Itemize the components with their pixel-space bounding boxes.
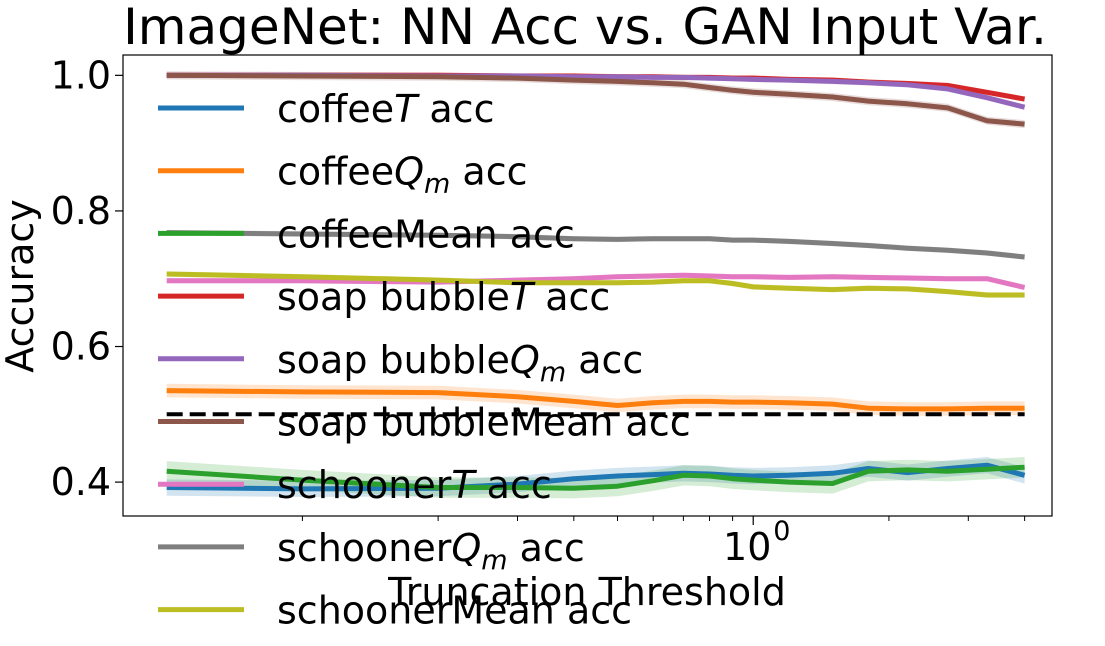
- legend-item-6: schoonerT acc: [158, 463, 552, 507]
- legend-label: schoonerMean acc: [277, 589, 632, 633]
- y-tick-label: 0.6: [51, 325, 111, 369]
- legend-item-5: soap bubbleMean acc: [158, 401, 691, 445]
- legend-label: schoonerT acc: [277, 463, 552, 507]
- legend-label: schoonerQm acc: [277, 526, 585, 576]
- legend-item-2: coffeeMean acc: [158, 212, 575, 256]
- legend-label: soap bubbleT acc: [277, 275, 610, 319]
- legend-item-3: soap bubbleT acc: [158, 275, 610, 319]
- chart-title: ImageNet: NN Acc vs. GAN Input Var.: [123, 0, 1047, 56]
- x-tick-label: 10: [723, 525, 771, 569]
- y-tick-label: 0.8: [51, 189, 111, 233]
- legend-label: coffeeMean acc: [277, 212, 575, 256]
- y-tick-label: 0.4: [51, 460, 111, 504]
- series-line-8: [166, 271, 1025, 298]
- plot-area-frame: [122, 54, 1053, 517]
- x-tick-exponent: 0: [773, 516, 790, 547]
- legend-item-7: schoonerQm acc: [158, 526, 585, 576]
- series-line-5: [166, 72, 1025, 127]
- legend-label: soap bubbleQm acc: [277, 338, 643, 388]
- legend-label: coffeeT acc: [277, 87, 494, 131]
- legend-item-0: coffeeT acc: [158, 87, 494, 131]
- y-tick-label: 1.0: [51, 53, 111, 97]
- y-axis-label: Accuracy: [0, 199, 42, 373]
- legend-item-1: coffeeQm acc: [158, 150, 527, 200]
- legend-label: coffeeQm acc: [277, 150, 527, 200]
- series-lines: [166, 72, 1026, 492]
- legend-label: soap bubbleMean acc: [277, 401, 691, 445]
- y-axis: 0.4 0.6 0.8 1.0: [51, 53, 123, 504]
- legend: coffeeT acc coffeeQm acc coffeeMean acc soa…: [158, 87, 691, 633]
- series-line-2: [166, 464, 1025, 491]
- series-line-7: [166, 230, 1025, 260]
- legend-item-4: soap bubbleQm acc: [158, 338, 643, 388]
- x-axis-label: Truncation Threshold: [387, 570, 786, 614]
- series-line-1: [166, 388, 1025, 412]
- x-axis: 10 0: [301, 516, 1026, 569]
- band-7: [166, 229, 1025, 260]
- legend-item-8: schoonerMean acc: [158, 589, 632, 633]
